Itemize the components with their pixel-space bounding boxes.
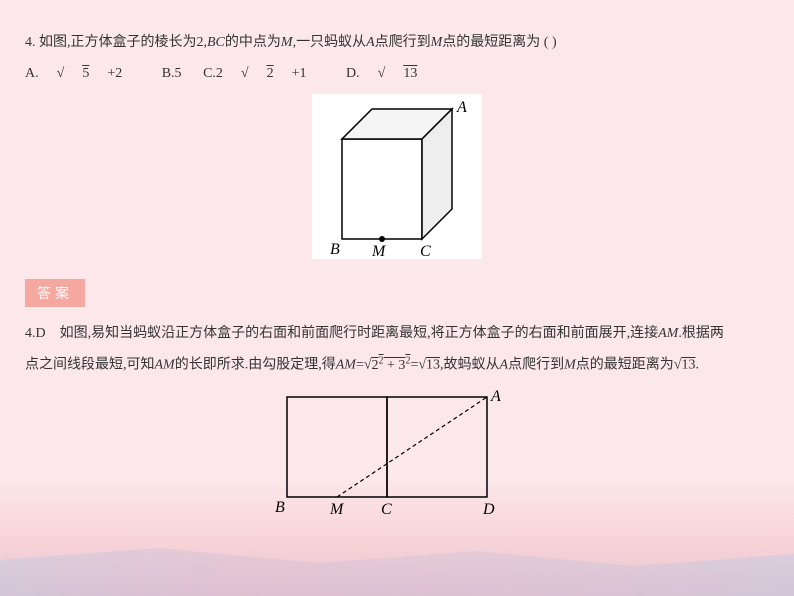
point-m <box>379 236 385 242</box>
option-b: B.5 <box>162 66 182 81</box>
answer-text-7: 点的最短距离为 <box>576 358 674 373</box>
answer-number: 4.D <box>25 326 46 341</box>
unfold-label-d: D <box>482 501 495 517</box>
option-a-suffix: +2 <box>107 66 122 81</box>
cube-label-a: A <box>456 99 467 116</box>
unfold-right-rect <box>387 397 487 497</box>
unfold-label-m: M <box>329 501 345 517</box>
unfold-label-a: A <box>490 388 501 405</box>
option-a: A.√5+2 <box>25 66 140 81</box>
m2-label: M <box>431 35 443 50</box>
question-text-3: ,一只蚂蚁从 <box>293 35 367 50</box>
m-label: M <box>281 35 293 50</box>
unfold-label-c: C <box>381 501 392 517</box>
option-c-prefix: C.2 <box>203 66 223 81</box>
diagonal-line <box>337 397 487 497</box>
unfolded-svg: A B M C D <box>257 387 537 517</box>
option-d-sqrt: 13 <box>403 66 417 81</box>
answer-text-5: ,故蚂蚁从 <box>440 358 500 373</box>
question-text-1: 如图,正方体盒子的棱长为2, <box>39 35 207 50</box>
question-text-2: 的中点为 <box>225 35 281 50</box>
answer-eq: = <box>356 358 364 373</box>
cube-label-m: M <box>371 243 387 259</box>
unfolded-figure: A B M C D <box>25 387 769 522</box>
answer-content: 4.D 如图,易知当蚂蚁沿正方体盒子的右面和前面爬行时距离最短,将正方体盒子的右… <box>25 319 769 381</box>
question-text-5: 点的最短距离为 ( ) <box>442 35 556 50</box>
option-a-sqrt: 5 <box>82 66 89 81</box>
option-d-prefix: D. <box>346 66 360 81</box>
question-number: 4. <box>25 35 36 50</box>
cube-figure: A B M C <box>25 94 769 264</box>
answer-period: . <box>695 358 699 373</box>
cube-label-b: B <box>330 241 340 258</box>
option-a-prefix: A. <box>25 66 39 81</box>
answer-result: 13 <box>426 358 440 373</box>
question-line: 4. 如图,正方体盒子的棱长为2,BC的中点为M,一只蚂蚁从A点爬行到M点的最短… <box>25 30 769 55</box>
option-c-sqrt: 2 <box>267 66 274 81</box>
option-d: D.√13 <box>346 66 435 81</box>
answer-text-3: 点之间线段最短,可知 <box>25 358 155 373</box>
answer-text-6: 点爬行到 <box>508 358 564 373</box>
answer-text-2: .根据两 <box>678 326 724 341</box>
question-block: 4. 如图,正方体盒子的棱长为2,BC的中点为M,一只蚂蚁从A点爬行到M点的最短… <box>25 30 769 86</box>
answer-am3: AM <box>336 358 356 373</box>
content-container: 4. 如图,正方体盒子的棱长为2,BC的中点为M,一只蚂蚁从A点爬行到M点的最短… <box>0 0 794 552</box>
option-c-suffix: +1 <box>292 66 307 81</box>
answer-text-1: 如图,易知当蚂蚁沿正方体盒子的右面和前面爬行时距离最短,将正方体盒子的右面和前面… <box>60 326 659 341</box>
answer-am: AM <box>658 326 678 341</box>
answer-a: A <box>500 358 509 373</box>
option-c: C.2√2+1 <box>203 66 324 81</box>
a-label: A <box>366 35 375 50</box>
cube-label-c: C <box>420 243 431 259</box>
bc-label: BC <box>207 35 225 50</box>
unfold-left-rect <box>287 397 387 497</box>
answer-result2: 13 <box>681 358 695 373</box>
cube-svg: A B M C <box>312 94 482 259</box>
answer-am2: AM <box>155 358 175 373</box>
answer-m: M <box>564 358 576 373</box>
question-text-4: 点爬行到 <box>375 35 431 50</box>
cube-front <box>342 139 422 239</box>
answer-label: 答案 <box>25 279 85 307</box>
answer-sqrt-expr: 22 + 32 <box>372 358 411 373</box>
answer-text-4: 的长即所求.由勾股定理,得 <box>175 358 336 373</box>
unfold-label-b: B <box>275 499 285 516</box>
options-row: A.√5+2 B.5 C.2√2+1 D.√13 <box>25 61 769 86</box>
